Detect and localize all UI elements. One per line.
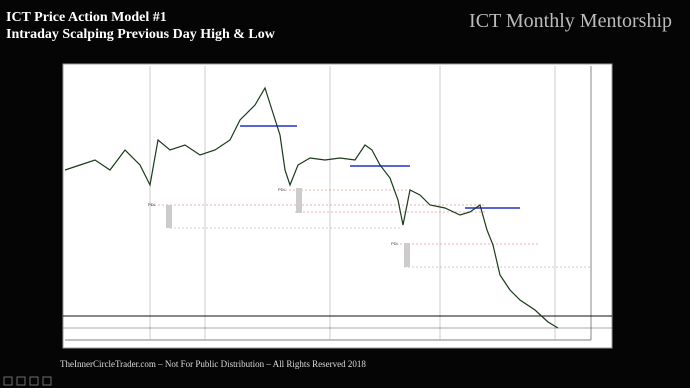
player-controls [3, 376, 52, 386]
level-label: PDL [391, 241, 400, 246]
title: ICT Price Action Model #1 [6, 10, 167, 25]
pdl-levels [150, 189, 540, 245]
target-levels [170, 227, 590, 268]
footer: TheInnerCircleTrader.com – Not For Publi… [60, 359, 366, 369]
range-boxes [166, 188, 410, 267]
subtitle: Intraday Scalping Previous Day High & Lo… [6, 27, 275, 42]
price-path [64, 86, 559, 329]
level-label: PDL [148, 202, 157, 207]
brand: ICT Monthly Mentorship [469, 10, 672, 32]
session-separators [149, 66, 556, 340]
pdh-levels [240, 125, 520, 209]
chart-frame [62, 63, 613, 349]
level-label: PDL [278, 187, 287, 192]
